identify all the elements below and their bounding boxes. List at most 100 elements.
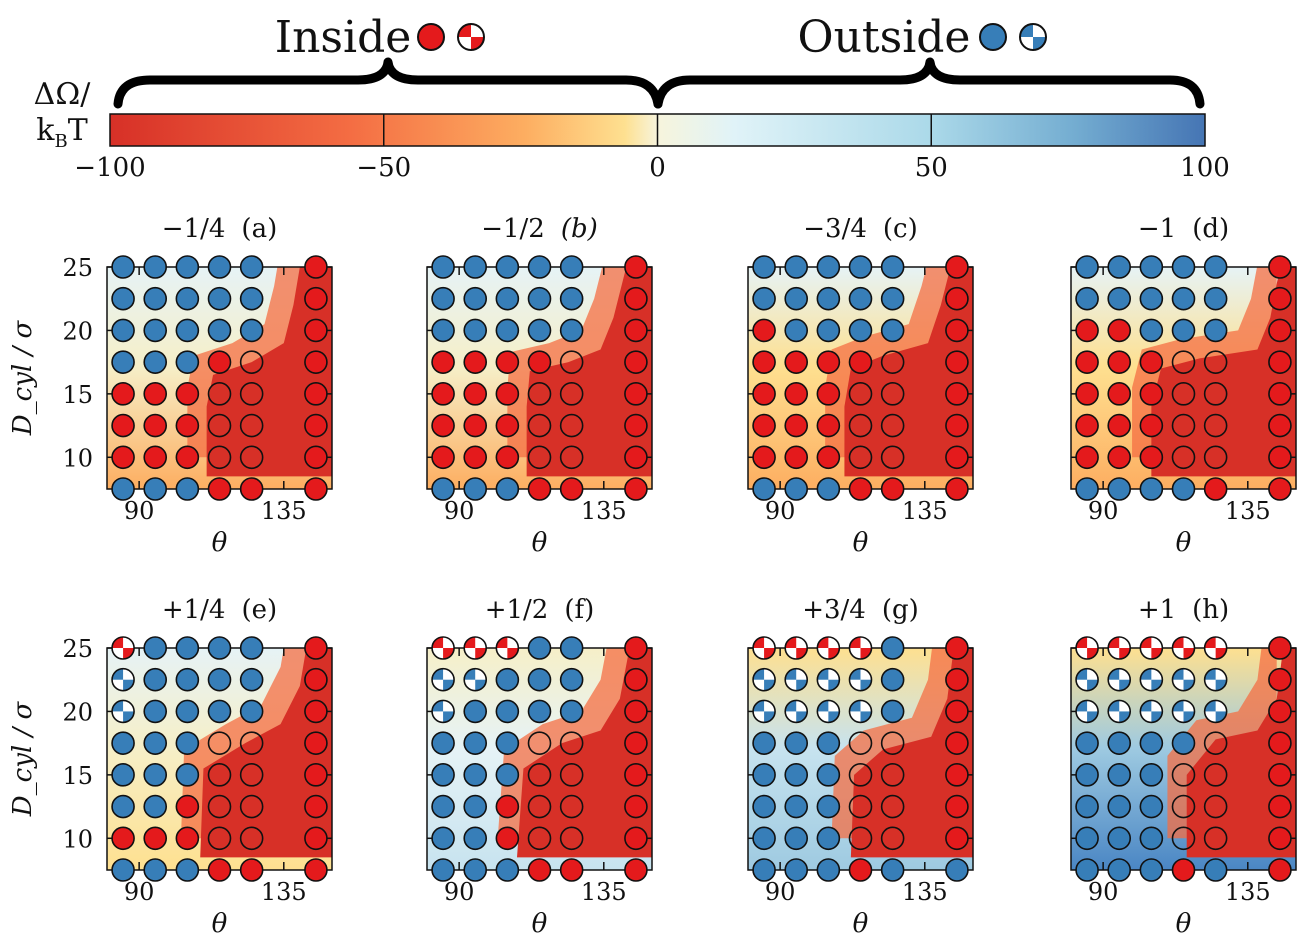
marker-inside-hollow	[880, 826, 905, 851]
marker-outside	[1107, 286, 1132, 311]
marker-outside	[175, 318, 200, 343]
marker-outside	[816, 858, 841, 882]
marker-outside	[175, 255, 200, 279]
marker-inside	[304, 477, 328, 501]
marker-inside	[945, 255, 969, 279]
marker-inside-hollow	[527, 413, 552, 438]
marker-inside	[1139, 350, 1164, 374]
marker-outside	[111, 763, 135, 787]
marker-outside	[463, 699, 488, 724]
marker-inside	[624, 413, 648, 438]
marker-inside-hollow	[880, 731, 905, 755]
marker-outside	[1075, 763, 1099, 787]
heatmap-inside-region	[206, 267, 332, 477]
colorbar-tick-label: 0	[649, 153, 666, 183]
panel-title: +3/4 (g)	[802, 595, 919, 625]
marker-inside	[624, 763, 648, 787]
marker-outside	[111, 255, 135, 279]
outside-checkered-marker-icon	[1019, 23, 1047, 51]
marker-outside	[1107, 255, 1132, 279]
heatmap-inside-region	[844, 267, 973, 477]
marker-inside-checkered	[1139, 636, 1164, 660]
colorbar-tick-label: 100	[1180, 153, 1230, 183]
marker-outside	[495, 858, 520, 882]
outside-label: Outside	[798, 12, 971, 63]
marker-inside	[624, 286, 648, 311]
marker-inside	[304, 731, 328, 755]
marker-inside-hollow	[527, 794, 552, 819]
marker-outside-checkered	[1075, 699, 1099, 724]
marker-outside	[207, 286, 232, 311]
marker-outside	[1107, 763, 1132, 787]
marker-outside	[431, 318, 455, 343]
marker-outside	[1139, 763, 1164, 787]
marker-outside	[784, 763, 809, 787]
marker-outside	[175, 350, 200, 374]
marker-inside	[463, 413, 488, 438]
marker-inside	[1268, 286, 1292, 311]
marker-outside	[1107, 477, 1132, 501]
marker-inside	[752, 350, 776, 374]
marker-inside-hollow	[527, 826, 552, 851]
outside-brace-icon	[653, 57, 1205, 109]
marker-outside	[1075, 794, 1099, 819]
marker-inside	[1268, 445, 1292, 470]
marker-inside-hollow	[1171, 763, 1196, 787]
marker-inside	[143, 413, 168, 438]
marker-inside-hollow	[848, 794, 873, 819]
marker-inside-hollow	[239, 794, 264, 819]
marker-outside	[175, 699, 200, 724]
x-tick-label: 135	[581, 878, 627, 906]
marker-outside-checkered	[848, 667, 873, 692]
x-axis-label: θ	[853, 528, 869, 558]
marker-outside	[143, 636, 168, 660]
marker-inside-hollow	[880, 794, 905, 819]
marker-outside-checkered	[1203, 699, 1228, 724]
y-axis-label: D_cyl / σ	[8, 701, 38, 818]
marker-inside-hollow	[239, 382, 264, 406]
marker-outside	[431, 477, 455, 501]
heatmap-inside-region	[526, 267, 652, 477]
marker-outside	[1139, 794, 1164, 819]
marker-inside	[1268, 699, 1292, 724]
marker-inside-hollow	[239, 763, 264, 787]
marker-outside	[1203, 858, 1228, 882]
marker-inside-hollow	[559, 350, 584, 374]
marker-outside	[1171, 477, 1196, 501]
marker-outside	[1107, 731, 1132, 755]
marker-inside	[111, 382, 135, 406]
panel-e: +1/4 (e) 90 135 θ 25 20 15 10 D_cyl / σ	[8, 595, 333, 939]
marker-inside	[175, 794, 200, 819]
marker-outside	[207, 699, 232, 724]
marker-inside-hollow	[848, 413, 873, 438]
marker-outside	[527, 636, 552, 660]
marker-outside	[1107, 858, 1132, 882]
marker-outside	[495, 255, 520, 279]
marker-outside	[880, 667, 905, 692]
marker-outside	[848, 255, 873, 279]
x-tick-label: 90	[444, 878, 475, 906]
marker-outside-checkered	[1139, 699, 1164, 724]
marker-inside	[945, 699, 969, 724]
panel-title: +1/4 (e)	[162, 595, 277, 625]
panel-b: −1/2 (b) 90 135 θ	[426, 214, 653, 558]
marker-outside	[143, 699, 168, 724]
marker-outside	[1075, 255, 1099, 279]
marker-inside	[1268, 826, 1292, 851]
marker-inside-hollow	[559, 445, 584, 470]
marker-inside	[1107, 318, 1132, 343]
marker-inside	[239, 477, 264, 501]
x-axis-label: θ	[212, 528, 228, 558]
marker-inside-hollow	[207, 413, 232, 438]
marker-inside	[1139, 413, 1164, 438]
marker-inside-hollow	[207, 445, 232, 470]
marker-outside	[431, 731, 455, 755]
marker-outside-checkered	[784, 699, 809, 724]
marker-outside	[239, 286, 264, 311]
marker-inside	[304, 699, 328, 724]
marker-outside	[1139, 731, 1164, 755]
marker-outside	[239, 667, 264, 692]
marker-outside-checkered	[816, 667, 841, 692]
marker-outside-checkered	[1203, 667, 1228, 692]
marker-outside-checkered	[1107, 699, 1132, 724]
